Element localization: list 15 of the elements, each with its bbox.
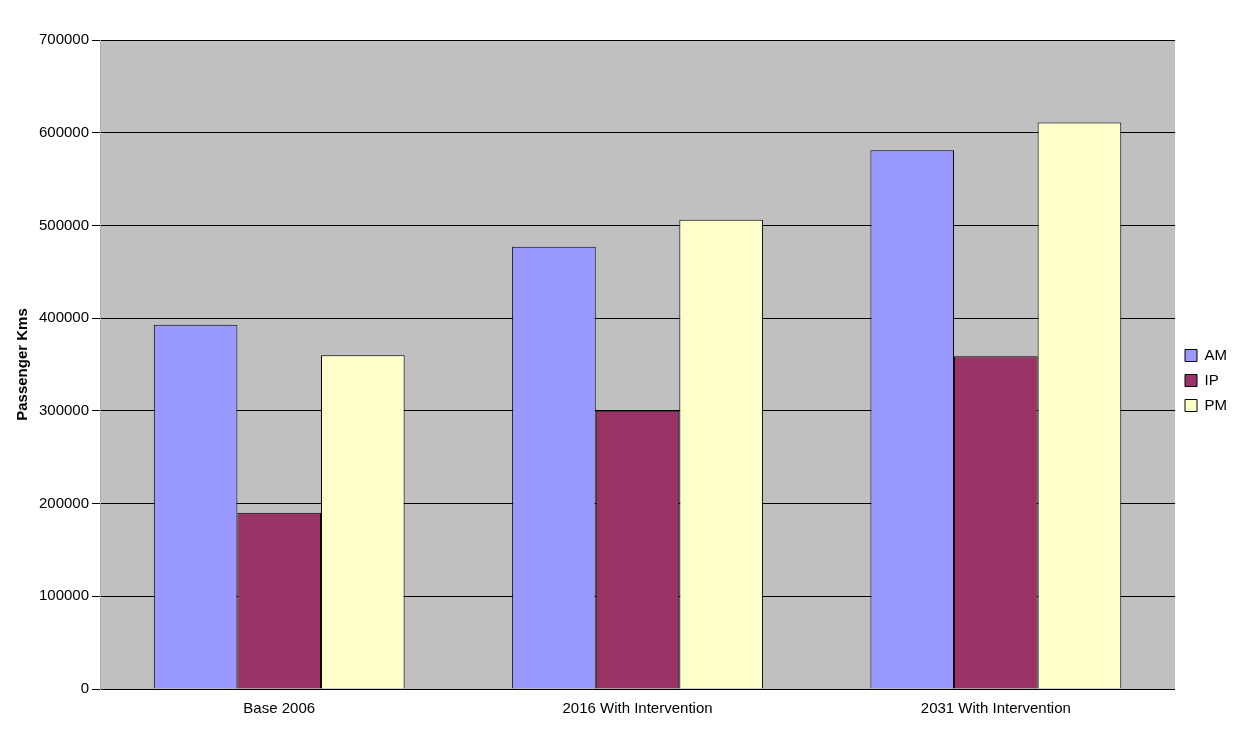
x-tick-label: Base 2006 — [243, 699, 316, 717]
y-tick-label: 200000 — [38, 493, 90, 511]
x-tick-label: 2016 With Intervention — [562, 699, 713, 717]
y-tick-label: 400000 — [38, 308, 90, 326]
y-tick-label: 700000 — [38, 30, 90, 48]
y-axis-title: Passenger Kms — [13, 308, 31, 421]
y-tick-label: 600000 — [38, 122, 90, 140]
x-tick-label: 2031 With Intervention — [920, 699, 1071, 717]
legend-label: IP — [1204, 370, 1219, 388]
y-tick-label: 300000 — [38, 401, 90, 418]
legend-label: PM — [1204, 395, 1227, 413]
y-tick-label: 500000 — [38, 215, 90, 233]
y-tick-label: 100000 — [38, 586, 90, 604]
legend-label: AM — [1204, 345, 1227, 363]
y-tick-label: 0 — [80, 679, 90, 697]
